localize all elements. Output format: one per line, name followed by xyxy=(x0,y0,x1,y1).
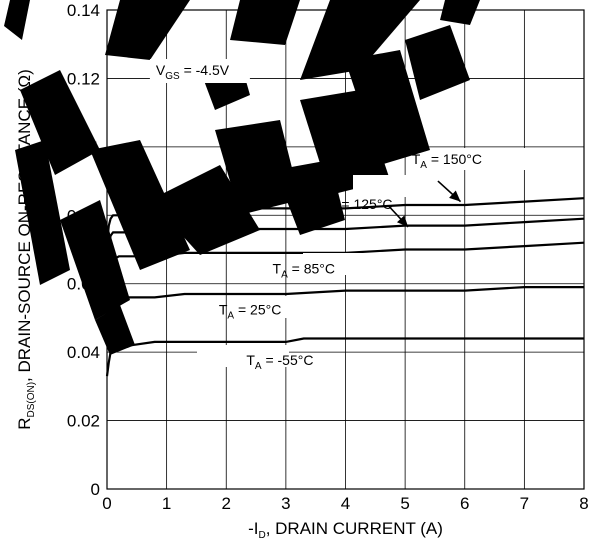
y-axis-title-sub: DS(ON) xyxy=(26,382,37,418)
x-tick-label: 5 xyxy=(400,494,409,513)
x-tick-label: 0 xyxy=(102,494,111,513)
watermark-stroke xyxy=(4,0,30,40)
series-label: TA = 25°C xyxy=(219,302,281,322)
x-tick-label: 7 xyxy=(520,494,529,513)
x-tick-label: 3 xyxy=(281,494,290,513)
watermark-stroke xyxy=(230,0,300,45)
y-tick-label: 0.12 xyxy=(67,69,100,88)
y-tick-label: 0.08 xyxy=(67,206,100,225)
x-axis-title-suffix: , DRAIN CURRENT (A) xyxy=(266,519,443,538)
y-tick-label: 0.06 xyxy=(67,275,100,294)
watermark-stroke xyxy=(440,0,480,25)
vgs-suffix: = -4.5V xyxy=(180,62,230,78)
x-tick-label: 2 xyxy=(222,494,231,513)
y-axis-title: RDS(ON), DRAIN-SOURCE ON-RESISTANCE (Ω) xyxy=(15,69,37,430)
y-tick-label: 0.02 xyxy=(67,412,100,431)
y-tick-label: 0 xyxy=(91,480,100,499)
y-tick-label: 0.04 xyxy=(67,343,100,362)
y-tick-label: 0.14 xyxy=(67,1,100,20)
x-tick-label: 6 xyxy=(460,494,469,513)
watermark-stroke xyxy=(105,0,190,60)
series-label-bg xyxy=(353,175,445,197)
x-axis-title-prefix: -I xyxy=(248,519,258,538)
y-axis-title-suffix: , DRAIN-SOURCE ON-RESISTANCE (Ω) xyxy=(15,69,34,382)
x-axis-title-sub: D xyxy=(258,530,265,541)
vgs-sub: GS xyxy=(165,71,180,82)
y-axis-title-prefix: R xyxy=(15,418,34,430)
y-tick-label: 0.1 xyxy=(76,138,100,157)
watermark-stroke xyxy=(405,25,470,100)
x-tick-label: 4 xyxy=(341,494,350,513)
series-label: TA = 85°C xyxy=(273,260,335,280)
x-tick-label: 1 xyxy=(162,494,171,513)
x-axis-title: -ID, DRAIN CURRENT (A) xyxy=(248,519,443,541)
x-tick-label: 8 xyxy=(579,494,588,513)
